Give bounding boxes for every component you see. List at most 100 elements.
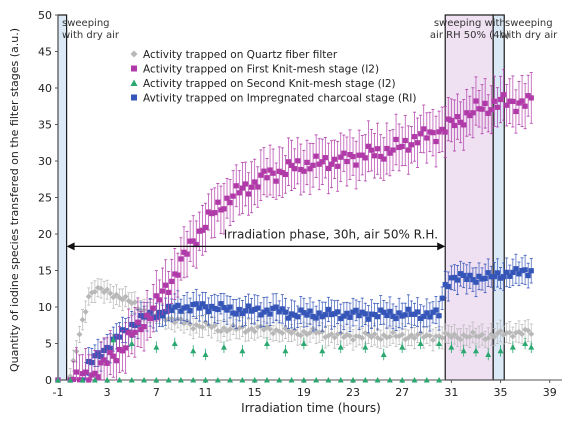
data-point [91, 288, 98, 295]
data-point [451, 331, 458, 338]
data-point [104, 360, 110, 366]
data-point [322, 155, 328, 161]
data-point [464, 276, 470, 282]
data-point [310, 162, 316, 168]
data-point [525, 272, 531, 279]
data-point [282, 309, 289, 315]
data-point [375, 146, 381, 152]
data-point [491, 333, 498, 340]
data-point [482, 100, 488, 106]
data-point [218, 301, 224, 307]
data-point-zero [165, 377, 172, 383]
data-point [83, 369, 89, 375]
data-point [267, 167, 273, 173]
data-point [464, 110, 470, 116]
data-point-zero [288, 377, 295, 383]
data-point [202, 224, 209, 231]
data-point [230, 193, 236, 199]
data-point [457, 271, 464, 277]
data-point [359, 309, 365, 315]
data-point [300, 340, 307, 346]
data-point [436, 340, 443, 346]
data-point [371, 331, 378, 338]
data-point [307, 166, 313, 172]
data-point [506, 329, 513, 336]
data-point [368, 311, 375, 317]
data-point [368, 147, 375, 153]
data-point [402, 137, 408, 144]
y-tick-label: 10 [38, 301, 52, 314]
data-point [525, 93, 531, 99]
data-point [276, 168, 282, 174]
data-point [196, 228, 202, 234]
data-point [307, 308, 313, 314]
data-point [258, 312, 264, 318]
data-point [292, 166, 298, 172]
data-point [485, 110, 491, 116]
data-point [460, 347, 467, 354]
data-point [497, 96, 504, 103]
data-point [224, 307, 230, 313]
data-point [184, 251, 190, 257]
data-point [426, 332, 433, 339]
data-point [89, 372, 95, 378]
x-tick-label: 35 [494, 386, 508, 399]
data-point [264, 175, 270, 181]
data-point [399, 143, 405, 150]
legend-label: Activity trapped on Second Knit-mesh sta… [143, 78, 396, 90]
data-point [248, 325, 255, 332]
data-point [362, 311, 368, 317]
data-point [497, 327, 504, 334]
data-point [347, 152, 353, 158]
data-point-zero [141, 377, 148, 383]
data-point-zero [214, 377, 221, 383]
data-point [119, 348, 126, 354]
data-point [227, 200, 233, 206]
data-point-zero [386, 377, 393, 383]
data-point [442, 129, 448, 135]
data-point [304, 159, 310, 166]
data-point [113, 358, 119, 364]
data-point [411, 311, 418, 317]
data-point [528, 95, 534, 101]
data-point [261, 168, 267, 174]
data-point [384, 145, 390, 152]
data-point [516, 100, 522, 106]
data-point [199, 324, 206, 331]
data-point [396, 144, 402, 151]
x-axis-label: Irradiation time (hours) [241, 401, 381, 415]
data-point [393, 315, 399, 322]
legend-marker [131, 94, 137, 101]
data-point-zero [177, 377, 184, 383]
data-point [86, 377, 92, 383]
data-point [485, 270, 491, 276]
data-point [292, 312, 298, 318]
data-point [331, 311, 338, 317]
data-point [92, 370, 98, 376]
data-point-zero [79, 377, 86, 383]
data-point-zero [190, 377, 197, 383]
data-point [227, 326, 234, 333]
data-point [267, 326, 274, 333]
data-point [116, 346, 123, 353]
data-point [427, 129, 433, 135]
data-point [227, 304, 233, 310]
data-point [504, 102, 510, 108]
data-point [76, 331, 83, 338]
region-label-0-line1: sweeping [62, 18, 110, 29]
data-point [491, 274, 497, 280]
data-point [424, 135, 430, 141]
data-point [132, 329, 138, 335]
data-point [418, 131, 424, 137]
data-point [494, 104, 501, 110]
data-point [249, 308, 255, 314]
data-point [255, 184, 261, 190]
data-point [288, 162, 295, 169]
data-point [301, 168, 307, 174]
data-point [270, 170, 276, 176]
data-point [528, 268, 534, 274]
y-tick-label: 35 [38, 119, 52, 132]
data-point [519, 331, 526, 338]
data-point-zero [436, 377, 443, 383]
legend: Activity trapped on Quartz fiber filter A… [130, 49, 416, 105]
